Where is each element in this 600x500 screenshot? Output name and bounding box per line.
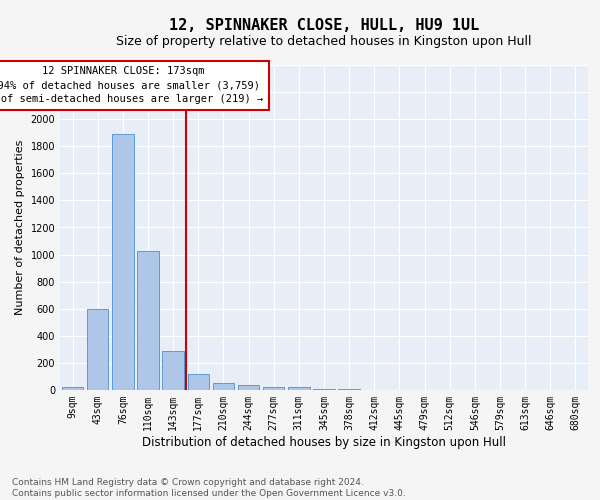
Text: 12, SPINNAKER CLOSE, HULL, HU9 1UL: 12, SPINNAKER CLOSE, HULL, HU9 1UL <box>169 18 479 32</box>
Text: Contains HM Land Registry data © Crown copyright and database right 2024.
Contai: Contains HM Land Registry data © Crown c… <box>12 478 406 498</box>
Bar <box>112 134 134 390</box>
Text: 12 SPINNAKER CLOSE: 173sqm
← 94% of detached houses are smaller (3,759)
5% of se: 12 SPINNAKER CLOSE: 173sqm ← 94% of deta… <box>0 66 263 104</box>
Bar <box>163 350 184 390</box>
Bar <box>238 386 259 390</box>
Bar <box>62 388 83 390</box>
Bar <box>213 382 234 390</box>
Y-axis label: Number of detached properties: Number of detached properties <box>15 140 25 315</box>
Bar <box>87 308 109 390</box>
Bar <box>263 388 284 390</box>
Bar <box>288 388 310 390</box>
Text: Size of property relative to detached houses in Kingston upon Hull: Size of property relative to detached ho… <box>116 35 532 48</box>
Bar <box>313 388 335 390</box>
Bar <box>188 374 209 390</box>
Bar <box>137 250 158 390</box>
X-axis label: Distribution of detached houses by size in Kingston upon Hull: Distribution of detached houses by size … <box>142 436 506 448</box>
